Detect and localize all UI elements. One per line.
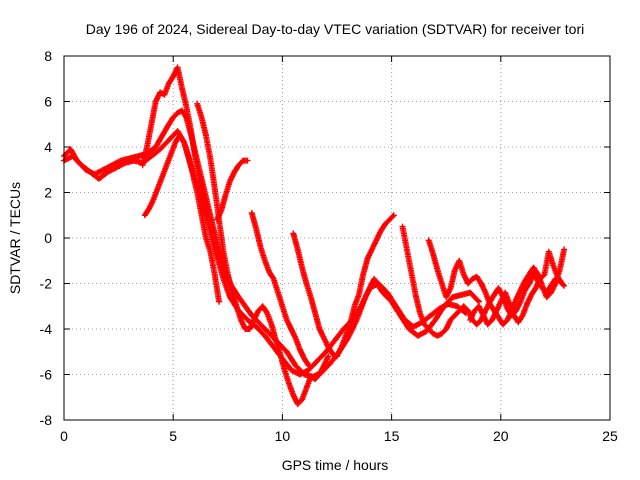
data-marks	[61, 64, 568, 408]
series-arc-3	[141, 132, 223, 305]
y-tick-label: 2	[44, 185, 52, 201]
series-arc-5	[194, 100, 332, 408]
series-arc-8	[290, 212, 397, 360]
series-arc-11-markers	[467, 248, 565, 328]
x-axis-label: GPS time / hours	[282, 457, 389, 473]
chart-title: Day 196 of 2024, Sidereal Day-to-day VTE…	[86, 21, 585, 37]
y-tick-label: 0	[44, 230, 52, 246]
axis-ticks: 0 5 10 15 20 25 -8 -6 -4 -2 0 2 4 6 8	[40, 48, 618, 444]
series-arc-4-markers	[139, 64, 212, 219]
series-arc-6-markers	[213, 157, 251, 223]
series-arc-11	[467, 248, 565, 328]
series-arc-10-markers	[425, 237, 568, 328]
series-arc-10	[425, 237, 568, 328]
series-arc-4	[139, 64, 212, 219]
y-tick-label: 4	[44, 139, 52, 155]
series-arc-6	[213, 157, 251, 223]
series-arc-7-markers	[248, 210, 312, 369]
y-tick-label: 8	[44, 48, 52, 64]
series-arc-5-markers	[194, 100, 332, 408]
x-tick-label: 25	[602, 428, 618, 444]
x-tick-label: 20	[493, 428, 509, 444]
y-axis-label: SDTVAR / TECUs	[7, 182, 23, 294]
series-arc-8-markers	[290, 212, 397, 360]
grid	[64, 56, 610, 420]
x-tick-label: 0	[60, 428, 68, 444]
series-arc-1	[61, 107, 482, 380]
y-tick-label: 6	[44, 94, 52, 110]
y-tick-label: -4	[40, 321, 53, 337]
series-arc-3-markers	[141, 132, 223, 305]
x-tick-label: 15	[384, 428, 400, 444]
y-tick-label: -8	[40, 412, 53, 428]
y-tick-label: -2	[40, 276, 53, 292]
y-tick-label: -6	[40, 367, 53, 383]
x-tick-label: 10	[275, 428, 291, 444]
x-tick-label: 5	[169, 428, 177, 444]
series-arc-1-markers	[61, 107, 482, 380]
series-arc-7	[248, 210, 312, 369]
